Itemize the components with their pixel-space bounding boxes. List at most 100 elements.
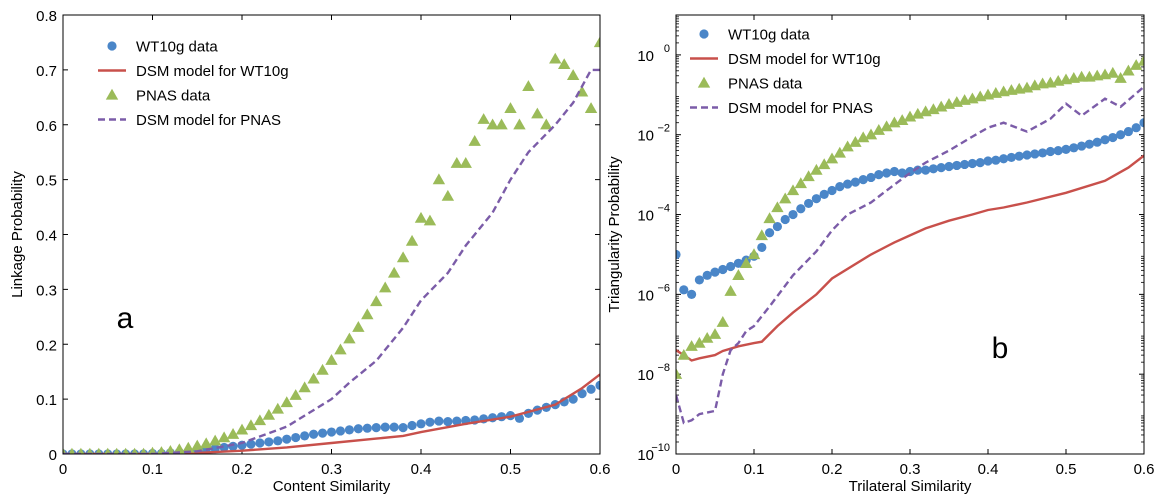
data-point bbox=[872, 123, 885, 135]
data-point bbox=[835, 182, 845, 192]
series-wt10g-data bbox=[676, 118, 1144, 299]
legend-label: DSM model for WT10g bbox=[728, 51, 881, 68]
y-tick-label: 0.3 bbox=[36, 282, 57, 299]
data-point bbox=[334, 343, 347, 355]
data-point bbox=[833, 146, 846, 158]
y-tick-exponent: −10 bbox=[651, 442, 670, 454]
series-dsm-model-for-pnas bbox=[676, 85, 1144, 425]
y-tick-label: 0.2 bbox=[36, 337, 57, 354]
data-point bbox=[1030, 149, 1040, 159]
data-point bbox=[866, 172, 876, 183]
data-point bbox=[1106, 66, 1119, 78]
data-point bbox=[694, 275, 705, 285]
data-point bbox=[105, 88, 119, 100]
data-point bbox=[786, 184, 800, 196]
data-point bbox=[1038, 148, 1048, 158]
data-point bbox=[889, 166, 900, 177]
data-point bbox=[219, 442, 229, 453]
data-point bbox=[131, 447, 139, 454]
data-point bbox=[991, 155, 1001, 165]
data-point bbox=[326, 427, 337, 437]
data-point bbox=[253, 414, 267, 426]
series-dsm-model-for-wt10g bbox=[63, 373, 600, 454]
series-line bbox=[676, 154, 1144, 362]
data-point bbox=[389, 422, 399, 432]
data-point bbox=[577, 389, 587, 399]
data-point bbox=[291, 432, 301, 443]
data-point bbox=[595, 380, 600, 391]
data-point bbox=[495, 118, 508, 130]
data-point bbox=[960, 159, 970, 170]
data-point bbox=[344, 425, 354, 435]
data-point bbox=[913, 165, 923, 175]
y-tick-label: 10 bbox=[637, 287, 654, 304]
y-tick-label: 10 bbox=[637, 367, 654, 384]
data-point bbox=[1108, 132, 1118, 143]
legend: WT10g data DSM model for WT10g PNAS data DS… bbox=[98, 39, 289, 129]
data-point bbox=[235, 423, 249, 435]
data-point bbox=[1122, 64, 1135, 76]
data-point bbox=[450, 156, 463, 168]
legend-label: DSM model for PNAS bbox=[136, 112, 281, 129]
data-point bbox=[1061, 144, 1071, 154]
data-point bbox=[1139, 118, 1144, 128]
data-point bbox=[558, 58, 571, 70]
data-point bbox=[380, 422, 390, 432]
x-tick-label: 0.1 bbox=[142, 461, 163, 478]
data-point bbox=[676, 249, 681, 260]
data-point bbox=[874, 170, 884, 180]
data-point bbox=[148, 446, 157, 454]
data-point bbox=[271, 402, 284, 414]
data-point bbox=[676, 367, 683, 379]
data-point bbox=[200, 437, 213, 449]
data-point bbox=[441, 189, 455, 201]
data-point bbox=[1084, 139, 1094, 149]
chart-panel-a: 0 0.1 0.2 0.3 0.4 0.5 0.6 0 0.1 0.2 0.3 0.4 0.5 0.6 0.… bbox=[9, 8, 610, 495]
data-point bbox=[687, 289, 697, 299]
y-tick-exponent: −8 bbox=[657, 362, 670, 374]
data-point bbox=[699, 29, 709, 39]
data-point bbox=[566, 69, 580, 81]
data-point bbox=[747, 248, 761, 260]
data-point bbox=[86, 447, 94, 454]
data-point bbox=[1137, 54, 1144, 66]
legend-label: WT10g data bbox=[136, 39, 218, 56]
data-point bbox=[702, 270, 712, 280]
data-point bbox=[504, 102, 517, 113]
data-point bbox=[975, 158, 985, 168]
data-point bbox=[718, 264, 728, 275]
data-point bbox=[1092, 137, 1102, 147]
data-point bbox=[724, 285, 737, 296]
data-point bbox=[156, 446, 166, 454]
data-point bbox=[1045, 146, 1055, 157]
data-point bbox=[398, 423, 408, 433]
legend-label: PNAS data bbox=[136, 88, 211, 105]
y-tick-label: 0.7 bbox=[36, 63, 57, 80]
data-point bbox=[361, 308, 374, 320]
data-point bbox=[226, 428, 240, 439]
data-point bbox=[289, 389, 302, 400]
data-point bbox=[677, 348, 690, 360]
data-point bbox=[810, 163, 823, 175]
x-tick-label: 0 bbox=[672, 461, 680, 478]
y-tick-label: 10 bbox=[637, 208, 654, 225]
data-point bbox=[309, 429, 319, 439]
data-point bbox=[1123, 126, 1133, 137]
data-point bbox=[584, 102, 598, 113]
data-point bbox=[811, 194, 822, 204]
data-point bbox=[1053, 146, 1063, 156]
legend-label: WT10g data bbox=[728, 27, 810, 44]
data-point bbox=[396, 251, 410, 263]
data-point bbox=[693, 336, 706, 348]
data-point bbox=[217, 431, 231, 443]
data-point bbox=[864, 128, 878, 140]
data-point bbox=[63, 447, 67, 454]
data-point bbox=[740, 257, 753, 268]
plot-area bbox=[63, 36, 600, 454]
y-tick-label: 0 bbox=[49, 447, 57, 464]
data-point bbox=[726, 261, 736, 272]
axes-frame bbox=[62, 14, 601, 455]
data-point bbox=[298, 381, 311, 393]
data-point bbox=[416, 419, 426, 429]
